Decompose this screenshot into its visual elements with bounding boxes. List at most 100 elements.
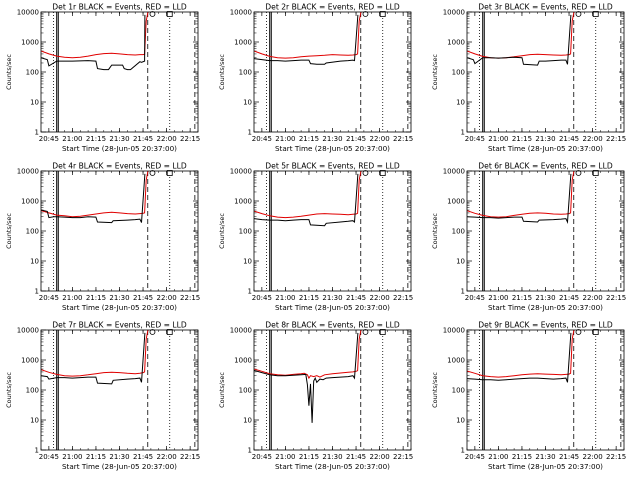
marker-square <box>592 329 599 335</box>
series-line-lld <box>467 12 575 59</box>
series-group <box>41 171 149 224</box>
x-tick-label: 21:45 <box>559 294 579 302</box>
marker-circle <box>362 170 369 176</box>
x-tick-label: 21:45 <box>133 453 153 461</box>
panel-title: Det 2r BLACK = Events, RED = LLD <box>265 3 400 12</box>
y-tick-label: 10 <box>30 417 39 425</box>
x-tick-label: 21:15 <box>86 294 106 302</box>
series-line-events <box>254 332 359 423</box>
x-tick-label: 22:15 <box>393 135 413 143</box>
y-axis-label: Counts/sec <box>218 213 226 249</box>
series-group <box>467 12 575 66</box>
marker-square <box>592 11 599 17</box>
y-tick-label: 1 <box>35 129 39 137</box>
x-tick-label: 20:45 <box>252 294 272 302</box>
y-tick-label: 100 <box>239 69 252 77</box>
series-line-lld <box>41 330 149 377</box>
y-tick-label: 1 <box>461 129 465 137</box>
panel-title: Det 1r BLACK = Events, RED = LLD <box>52 3 187 12</box>
y-tick-label: 1000 <box>21 357 39 365</box>
x-tick-label: 21:00 <box>62 294 82 302</box>
x-tick-label: 22:15 <box>606 294 626 302</box>
panel-title: Det 7r BLACK = Events, RED = LLD <box>52 321 187 330</box>
y-tick-label: 10000 <box>443 168 465 176</box>
series-line-events <box>254 173 359 227</box>
y-axis-label: Counts/sec <box>5 372 13 408</box>
x-tick-label: 20:45 <box>465 135 485 143</box>
y-tick-label: 10000 <box>17 168 39 176</box>
x-axis-label: Start Time (28-Jun-05 20:37:00) <box>275 144 390 153</box>
panel-title: Det 3r BLACK = Events, RED = LLD <box>478 3 613 12</box>
x-axis-label: Start Time (28-Jun-05 20:37:00) <box>62 144 177 153</box>
y-tick-label: 10 <box>243 417 252 425</box>
marker-circle <box>149 170 156 176</box>
x-tick-label: 20:45 <box>39 294 59 302</box>
x-axis-label: Start Time (28-Jun-05 20:37:00) <box>62 462 177 471</box>
series-line-lld <box>41 171 149 218</box>
panel-frame <box>253 170 412 292</box>
marker-square <box>379 170 386 176</box>
x-tick-label: 21:15 <box>86 135 106 143</box>
x-tick-label: 20:45 <box>252 135 272 143</box>
y-tick-label: 1000 <box>234 198 252 206</box>
marker-square <box>379 329 386 335</box>
panel-frame <box>40 170 199 292</box>
y-tick-label: 1 <box>248 129 252 137</box>
x-tick-label: 21:30 <box>109 135 129 143</box>
y-tick-label: 1000 <box>21 198 39 206</box>
x-tick-label: 21:30 <box>535 135 555 143</box>
y-tick-label: 10000 <box>443 9 465 17</box>
x-tick-label: 21:45 <box>559 453 579 461</box>
y-tick-label: 1 <box>461 288 465 296</box>
x-tick-label: 22:15 <box>180 294 200 302</box>
panel-det-6: Det 6r BLACK = Events, RED = LLD Counts/s… <box>431 162 626 313</box>
x-tick-label: 22:15 <box>393 453 413 461</box>
y-tick-label: 1 <box>248 288 252 296</box>
marker-square <box>166 329 173 335</box>
x-tick-label: 21:00 <box>62 135 82 143</box>
series-line-lld <box>254 171 362 219</box>
y-tick-label: 100 <box>452 387 465 395</box>
y-axis-label: Counts/sec <box>218 54 226 90</box>
y-tick-label: 1000 <box>234 357 252 365</box>
y-axis-label: Counts/sec <box>218 372 226 408</box>
y-tick-label: 10 <box>456 258 465 266</box>
panel-det-9: Det 9r BLACK = Events, RED = LLD Counts/s… <box>431 321 626 472</box>
x-axis-label: Start Time (28-Jun-05 20:37:00) <box>488 303 603 312</box>
x-tick-label: 21:30 <box>535 294 555 302</box>
x-tick-label: 21:00 <box>488 453 508 461</box>
y-axis-label: Counts/sec <box>5 54 13 90</box>
x-tick-label: 21:45 <box>346 294 366 302</box>
marker-square <box>379 11 386 17</box>
y-tick-label: 10000 <box>230 327 252 335</box>
x-tick-label: 21:45 <box>133 135 153 143</box>
panel-title: Det 5r BLACK = Events, RED = LLD <box>265 162 400 171</box>
series-group <box>254 330 362 423</box>
marker-circle <box>575 11 582 17</box>
series-line-events <box>41 332 146 385</box>
series-group <box>254 171 362 227</box>
y-tick-label: 10000 <box>443 327 465 335</box>
y-tick-label: 100 <box>26 228 39 236</box>
x-tick-label: 22:00 <box>583 294 603 302</box>
x-tick-label: 21:30 <box>322 453 342 461</box>
x-tick-label: 22:00 <box>370 453 390 461</box>
x-tick-label: 21:45 <box>559 135 579 143</box>
x-tick-label: 22:15 <box>180 135 200 143</box>
marker-circle <box>149 11 156 17</box>
y-tick-label: 10 <box>243 258 252 266</box>
x-tick-label: 21:30 <box>322 294 342 302</box>
series-line-events <box>41 173 146 224</box>
y-tick-label: 100 <box>239 228 252 236</box>
series-group <box>41 330 149 385</box>
y-tick-label: 100 <box>239 387 252 395</box>
x-tick-label: 21:30 <box>109 294 129 302</box>
marker-circle <box>362 11 369 17</box>
x-tick-label: 21:30 <box>109 453 129 461</box>
x-tick-label: 21:30 <box>535 453 555 461</box>
x-tick-label: 22:15 <box>606 135 626 143</box>
y-tick-label: 10000 <box>17 9 39 17</box>
series-line-events <box>467 14 572 66</box>
series-line-events <box>254 14 359 65</box>
